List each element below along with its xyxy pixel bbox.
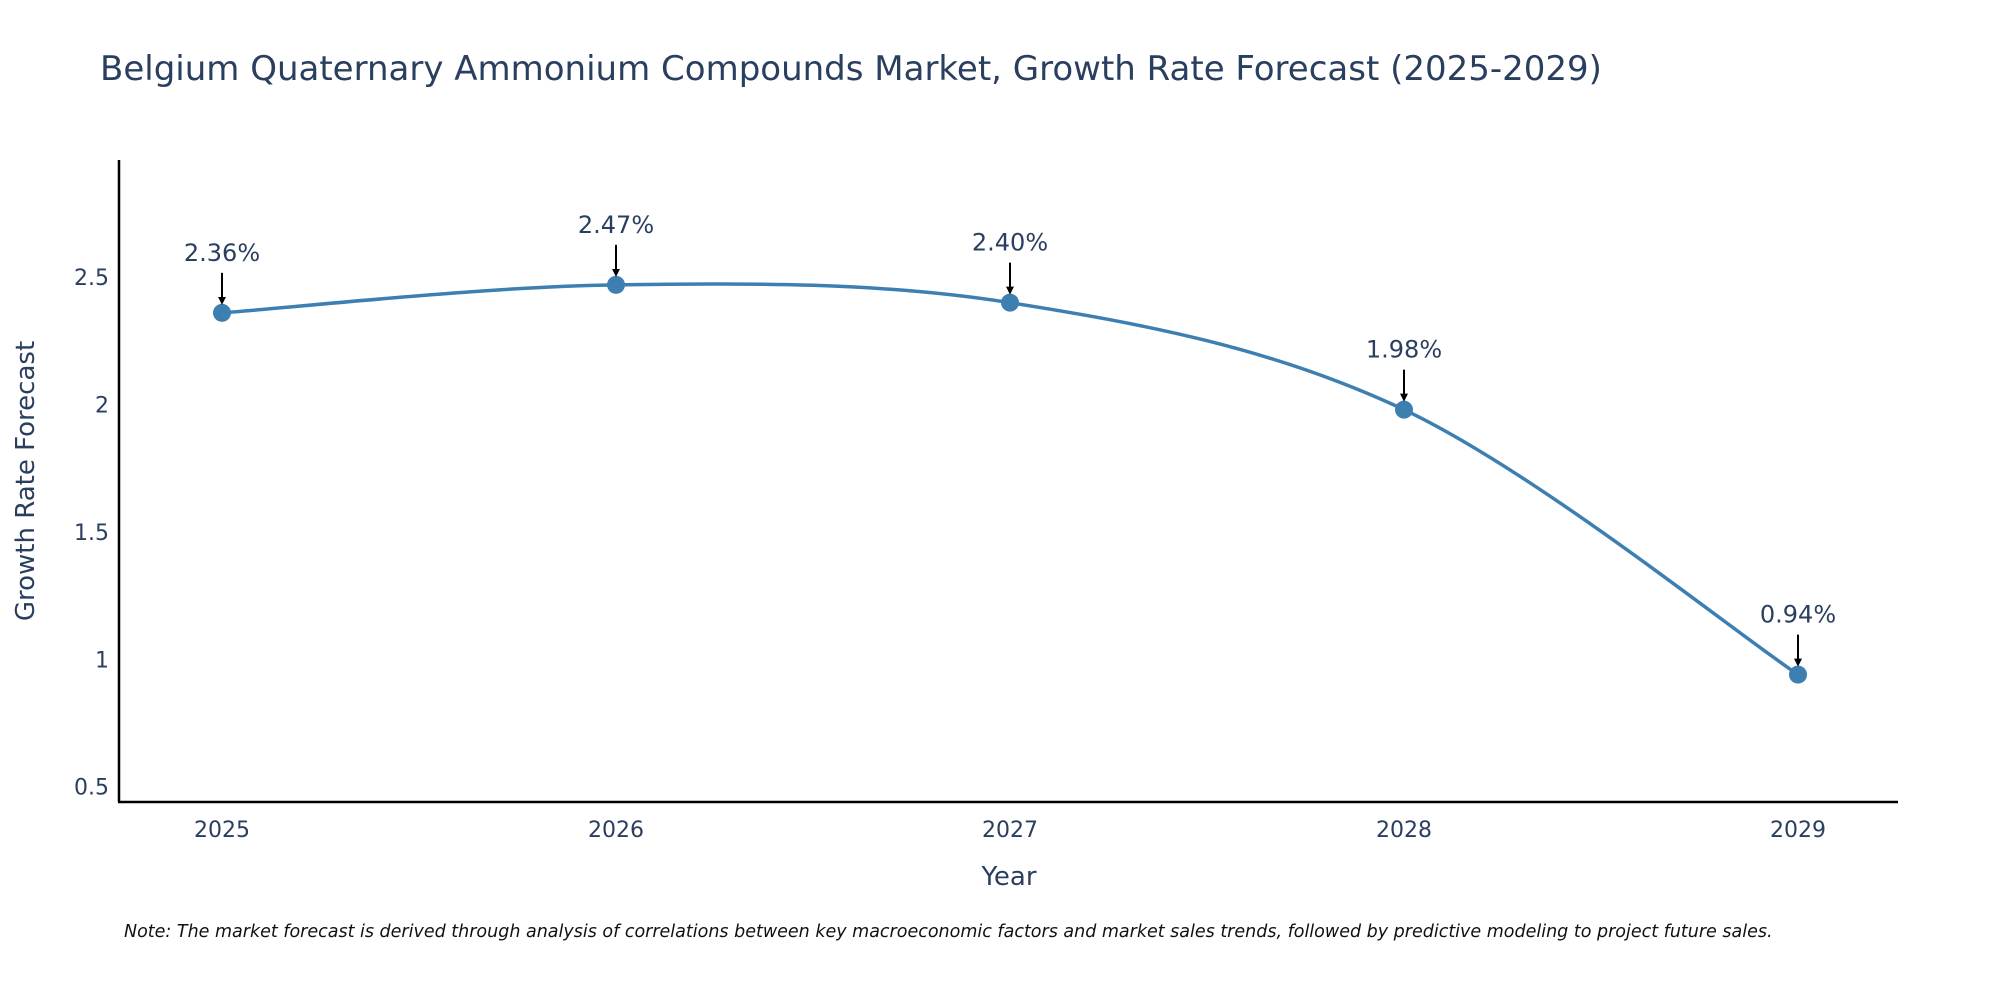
data-point	[213, 303, 231, 322]
data-point	[1395, 400, 1413, 419]
footnote: Note: The market forecast is derived thr…	[124, 922, 1773, 942]
y-tick-label: 1	[95, 648, 109, 673]
x-tick-label: 2025	[194, 818, 250, 843]
y-axis-ticks: 0.5 1 1.5 2 2.5	[74, 266, 109, 801]
series-line	[221, 282, 1799, 677]
data-point	[1001, 293, 1019, 312]
y-axis-title: Growth Rate Forecast	[11, 341, 41, 621]
x-axis-title: Year	[980, 862, 1036, 892]
y-tick-label: 2	[95, 394, 109, 419]
y-tick-label: 0.5	[74, 776, 109, 801]
data-point	[607, 275, 625, 294]
x-tick-label: 2027	[982, 818, 1038, 843]
data-label: 1.98%	[1366, 336, 1442, 364]
x-axis-ticks: 2025 2026 2027 2028 2029	[194, 818, 1826, 843]
plot-area: 2.36% 2.47% 2.40% 1.98% 0.94%	[184, 211, 1836, 684]
x-tick-label: 2028	[1376, 818, 1432, 843]
y-tick-label: 2.5	[74, 266, 109, 291]
data-label: 2.36%	[184, 239, 260, 267]
data-label: 2.47%	[578, 211, 654, 239]
data-label: 0.94%	[1760, 601, 1836, 629]
data-label: 2.40%	[972, 229, 1048, 257]
x-tick-label: 2029	[1770, 818, 1826, 843]
chart-title: Belgium Quaternary Ammonium Compounds Ma…	[100, 49, 1602, 89]
y-tick-label: 1.5	[74, 521, 109, 546]
data-point	[1789, 665, 1807, 684]
x-tick-label: 2026	[588, 818, 644, 843]
